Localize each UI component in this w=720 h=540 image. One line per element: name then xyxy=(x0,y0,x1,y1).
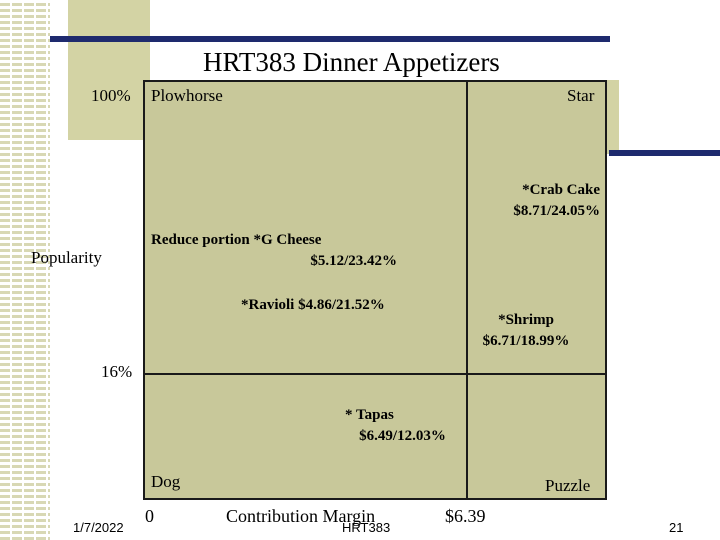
quadrant-star-label: Star xyxy=(567,86,595,105)
item-ravioli: *Ravioli $4.86/21.52% xyxy=(241,297,385,313)
item-g-cheese-name: *G Cheese xyxy=(253,232,322,248)
item-tapas-value: $6.49/12.03% xyxy=(359,428,446,444)
item-shrimp-value: $6.71/18.99% xyxy=(482,333,570,349)
decorative-stripe-column xyxy=(0,0,50,540)
y-axis-label: Popularity xyxy=(31,248,102,267)
slide-title: HRT383 Dinner Appetizers xyxy=(203,47,500,77)
popularity-divider-line xyxy=(143,373,607,375)
decorative-bar-top xyxy=(50,36,610,42)
decorative-bar-right xyxy=(609,150,720,156)
x-axis-origin-tick: 0 xyxy=(145,506,154,526)
item-crab-cake: *Crab Cake $8.71/24.05% xyxy=(490,180,600,222)
item-crab-cake-value: $8.71/24.05% xyxy=(513,203,600,219)
item-shrimp-name: *Shrimp xyxy=(498,312,554,328)
quadrant-plowhorse-label: Plowhorse xyxy=(151,86,223,105)
x-axis-label: Contribution Margin xyxy=(226,506,376,526)
x-axis-mid-tick: $6.39 xyxy=(445,506,486,526)
margin-divider-line xyxy=(466,80,468,500)
page-number: 21 xyxy=(669,520,684,535)
item-crab-cake-name: *Crab Cake xyxy=(522,182,600,198)
decorative-block-left xyxy=(68,0,150,140)
item-g-cheese-value: $5.12/23.42% xyxy=(310,253,397,269)
course-code: HRT383 xyxy=(342,520,391,535)
y-axis-mid-tick: 16% xyxy=(101,362,133,381)
quadrant-dog-label: Dog xyxy=(151,472,181,491)
menu-matrix-plot xyxy=(143,80,607,500)
item-g-cheese: Reduce portion *G Cheese $5.12/23.42% xyxy=(151,230,397,272)
quadrant-puzzle-label: Puzzle xyxy=(545,476,591,495)
item-tapas-name: * Tapas xyxy=(345,407,394,423)
item-tapas: * Tapas $6.49/12.03% xyxy=(345,405,460,447)
item-shrimp: *Shrimp $6.71/18.99% xyxy=(470,310,582,352)
reduce-portion-note: Reduce portion xyxy=(151,232,250,248)
y-axis-top-tick: 100% xyxy=(91,86,131,105)
slide-date: 1/7/2022 xyxy=(73,520,124,535)
decorative-block-right xyxy=(607,80,619,154)
